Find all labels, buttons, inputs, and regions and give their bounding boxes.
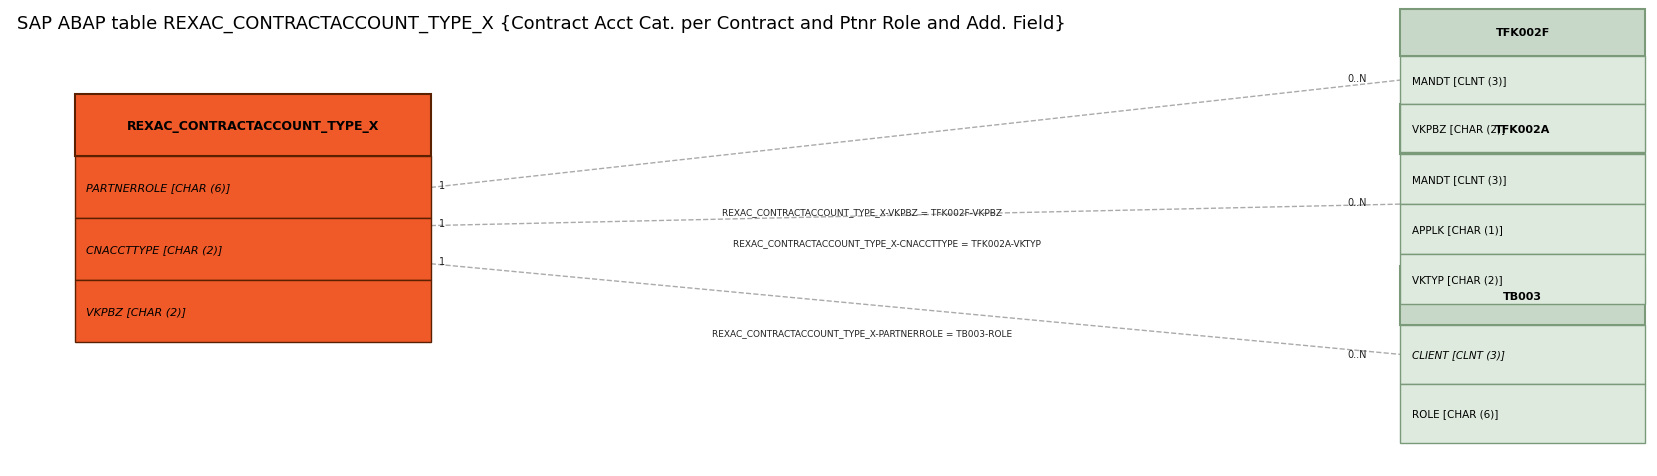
FancyBboxPatch shape xyxy=(1400,57,1645,105)
Text: VKTYP [CHAR (2)]: VKTYP [CHAR (2)] xyxy=(1412,275,1503,285)
FancyBboxPatch shape xyxy=(75,95,431,157)
FancyBboxPatch shape xyxy=(75,219,431,281)
Text: 1: 1 xyxy=(439,219,446,228)
FancyBboxPatch shape xyxy=(75,157,431,219)
Text: REXAC_CONTRACTACCOUNT_TYPE_X-VKPBZ = TFK002F-VKPBZ: REXAC_CONTRACTACCOUNT_TYPE_X-VKPBZ = TFK… xyxy=(722,208,1001,216)
Text: APPLK [CHAR (1)]: APPLK [CHAR (1)] xyxy=(1412,225,1503,235)
Text: 1: 1 xyxy=(439,257,446,267)
Text: TFK002A: TFK002A xyxy=(1495,125,1551,135)
FancyBboxPatch shape xyxy=(1400,255,1645,305)
FancyBboxPatch shape xyxy=(1400,205,1645,255)
Text: 1: 1 xyxy=(439,181,446,190)
Text: REXAC_CONTRACTACCOUNT_TYPE_X: REXAC_CONTRACTACCOUNT_TYPE_X xyxy=(126,119,379,133)
Text: ROLE [CHAR (6)]: ROLE [CHAR (6)] xyxy=(1412,408,1498,418)
FancyBboxPatch shape xyxy=(1400,155,1645,205)
Text: VKPBZ [CHAR (2)]: VKPBZ [CHAR (2)] xyxy=(86,307,186,317)
Text: CLIENT [CLNT (3)]: CLIENT [CLNT (3)] xyxy=(1412,350,1505,359)
Text: SAP ABAP table REXAC_CONTRACTACCOUNT_TYPE_X {Contract Acct Cat. per Contract and: SAP ABAP table REXAC_CONTRACTACCOUNT_TYP… xyxy=(17,14,1065,32)
Text: MANDT [CLNT (3)]: MANDT [CLNT (3)] xyxy=(1412,76,1506,86)
Text: 0..N: 0..N xyxy=(1347,74,1367,83)
FancyBboxPatch shape xyxy=(1400,105,1645,155)
Text: PARTNERROLE [CHAR (6)]: PARTNERROLE [CHAR (6)] xyxy=(86,183,230,193)
FancyBboxPatch shape xyxy=(1400,10,1645,57)
Text: REXAC_CONTRACTACCOUNT_TYPE_X-PARTNERROLE = TB003-ROLE: REXAC_CONTRACTACCOUNT_TYPE_X-PARTNERROLE… xyxy=(711,329,1012,337)
FancyBboxPatch shape xyxy=(75,281,431,343)
Text: TB003: TB003 xyxy=(1503,291,1543,301)
Text: 0..N: 0..N xyxy=(1347,350,1367,359)
Text: MANDT [CLNT (3)]: MANDT [CLNT (3)] xyxy=(1412,175,1506,185)
Text: VKPBZ [CHAR (2)]: VKPBZ [CHAR (2)] xyxy=(1412,124,1505,133)
Text: TFK002F: TFK002F xyxy=(1496,29,1549,38)
Text: 0..N: 0..N xyxy=(1347,198,1367,207)
Text: CNACCTTYPE [CHAR (2)]: CNACCTTYPE [CHAR (2)] xyxy=(86,245,222,255)
Text: REXAC_CONTRACTACCOUNT_TYPE_X-CNACCTTYPE = TFK002A-VKTYP: REXAC_CONTRACTACCOUNT_TYPE_X-CNACCTTYPE … xyxy=(732,238,1041,247)
FancyBboxPatch shape xyxy=(1400,267,1645,325)
FancyBboxPatch shape xyxy=(1400,325,1645,384)
FancyBboxPatch shape xyxy=(1400,105,1645,152)
FancyBboxPatch shape xyxy=(1400,384,1645,443)
